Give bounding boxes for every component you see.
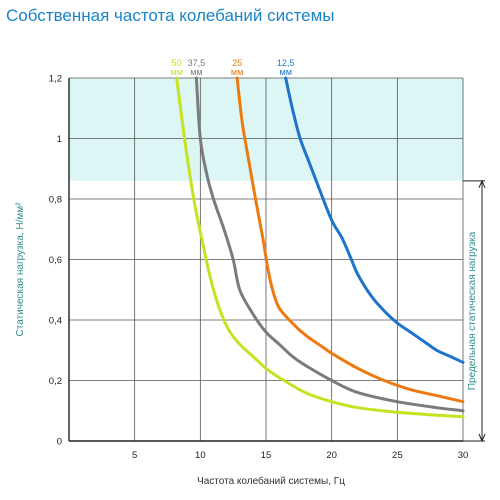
series-label-unit: мм <box>280 67 292 77</box>
series-line-12-5 <box>284 76 465 364</box>
series-label-value: 25 <box>232 58 242 68</box>
series-label-unit: мм <box>190 67 202 77</box>
series-label-value: 50 <box>172 58 182 68</box>
series-label-value: 12,5 <box>277 58 295 68</box>
series-label-unit: мм <box>231 67 243 77</box>
limit-arrow-bottom <box>478 433 486 443</box>
series-label-unit: мм <box>171 67 183 77</box>
x-tick-label: 20 <box>326 450 337 461</box>
axes <box>68 78 463 442</box>
y-tick-label: 0 <box>57 437 62 448</box>
series-line-50 <box>175 76 465 419</box>
y-tick-label: 1,2 <box>49 74 62 85</box>
x-axis-title: Частота колебаний системы, Гц <box>197 475 345 487</box>
y-tick-label: 0,8 <box>49 195 62 206</box>
y-tick-label: 0,2 <box>49 376 62 387</box>
x-tick-label: 30 <box>458 450 469 461</box>
series-line-37-5 <box>194 76 465 413</box>
x-tick-label: 5 <box>132 450 137 461</box>
page-title: Собственная частота колебаний системы <box>6 6 335 25</box>
series-lines <box>175 76 465 419</box>
limit-bracket <box>463 179 486 443</box>
series-label-value: 37,5 <box>188 58 206 68</box>
x-tick-label: 25 <box>392 450 403 461</box>
y-tick-label: 0,6 <box>49 255 62 266</box>
x-tick-label: 10 <box>195 450 206 461</box>
tick-labels: 5 10 15 20 25 30 0 0,2 0,4 0,6 0,8 1 1,2 <box>49 74 469 462</box>
limit-label: Предельная статическая нагрузка <box>467 231 478 390</box>
y-axis-title: Статическая нагрузка, Н/мм² <box>15 202 26 337</box>
y-tick-label: 1 <box>57 134 62 145</box>
x-tick-label: 15 <box>261 450 272 461</box>
limit-arrow-top <box>478 179 486 189</box>
series-line-25 <box>235 76 465 404</box>
y-tick-label: 0,4 <box>49 316 62 327</box>
